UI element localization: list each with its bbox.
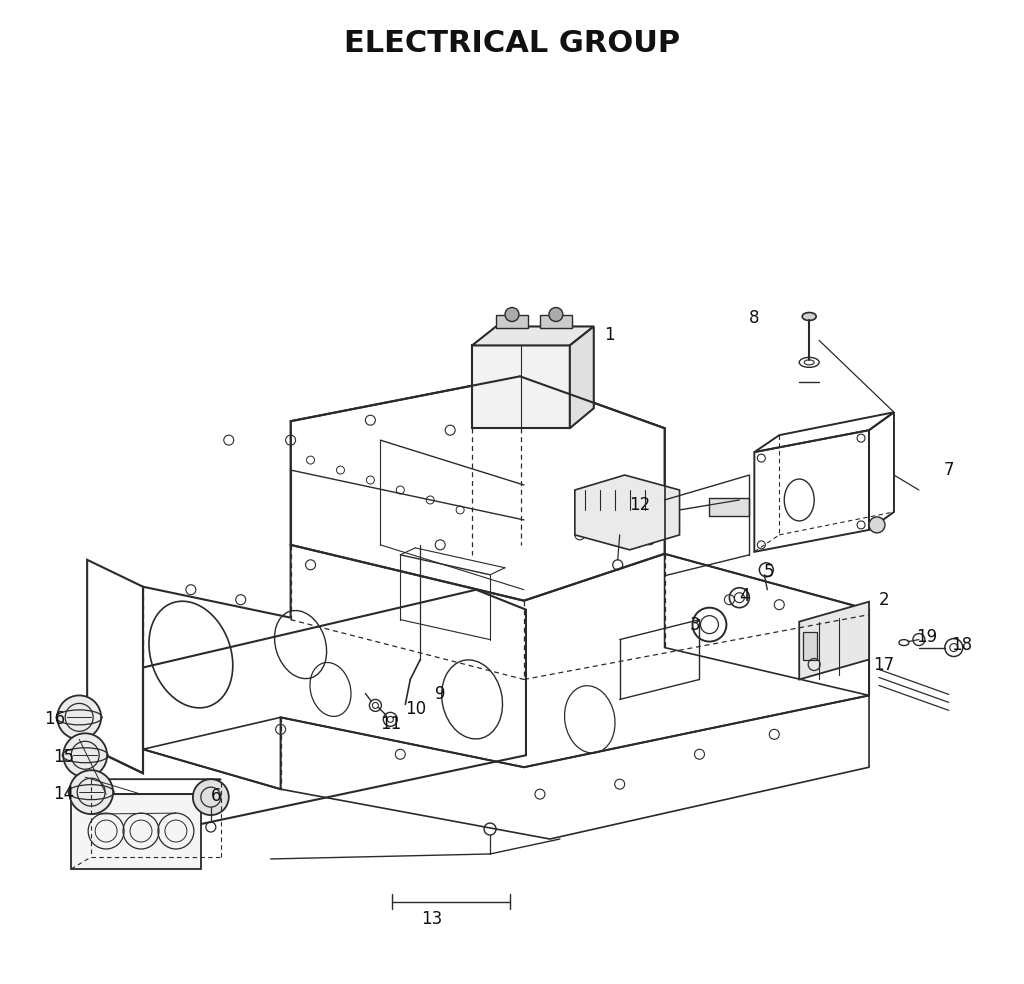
- Polygon shape: [799, 601, 869, 680]
- Text: 16: 16: [44, 710, 65, 728]
- Polygon shape: [472, 327, 594, 345]
- Text: 13: 13: [422, 910, 442, 928]
- Text: 12: 12: [629, 496, 650, 514]
- Circle shape: [70, 770, 113, 814]
- Ellipse shape: [802, 313, 816, 321]
- Text: 17: 17: [873, 655, 895, 673]
- Bar: [710, 498, 750, 516]
- Polygon shape: [72, 794, 201, 869]
- Circle shape: [63, 733, 108, 777]
- Circle shape: [869, 517, 885, 533]
- Text: 18: 18: [951, 636, 973, 653]
- Circle shape: [505, 308, 519, 322]
- Text: 2: 2: [879, 590, 889, 609]
- Text: 9: 9: [435, 686, 445, 704]
- Circle shape: [549, 308, 563, 322]
- Text: 11: 11: [380, 715, 401, 733]
- Text: 14: 14: [52, 785, 74, 803]
- Polygon shape: [472, 345, 569, 428]
- Text: 15: 15: [52, 748, 74, 767]
- Text: 19: 19: [916, 628, 937, 646]
- Text: 3: 3: [689, 616, 699, 634]
- Text: 4: 4: [739, 586, 750, 605]
- Circle shape: [57, 696, 101, 739]
- Text: ELECTRICAL GROUP: ELECTRICAL GROUP: [344, 29, 680, 58]
- Polygon shape: [569, 327, 594, 428]
- Text: 10: 10: [404, 701, 426, 718]
- Text: 6: 6: [211, 787, 221, 805]
- Text: 1: 1: [604, 327, 615, 344]
- Text: 8: 8: [750, 310, 760, 328]
- Circle shape: [193, 779, 228, 815]
- Text: 5: 5: [764, 563, 774, 581]
- Text: 7: 7: [943, 461, 954, 479]
- Polygon shape: [574, 475, 680, 550]
- Bar: [803, 632, 817, 659]
- Bar: [540, 315, 571, 329]
- Bar: [496, 315, 528, 329]
